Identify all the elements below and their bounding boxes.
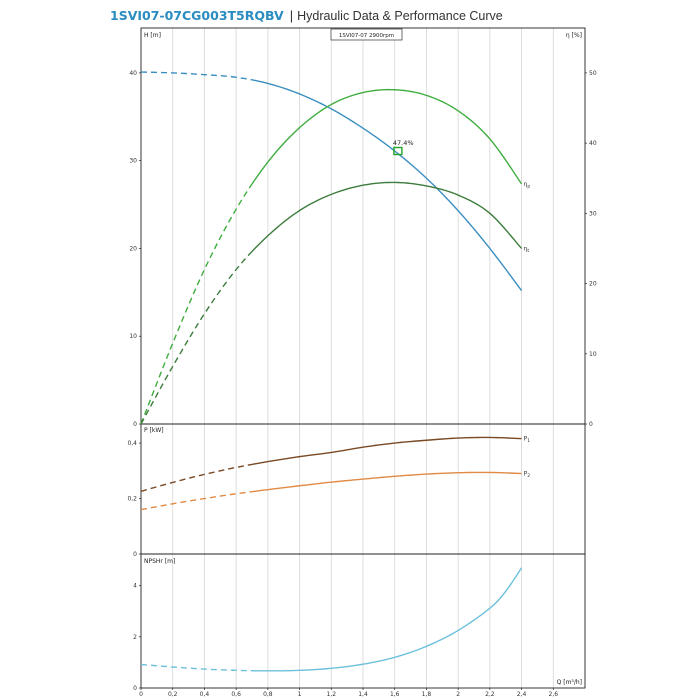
x-tick-label: 2,2 <box>485 691 495 698</box>
p2-curve-dashed <box>140 490 253 511</box>
y-tick-label-npsh: 4 <box>133 583 137 590</box>
x-tick-label: 1,8 <box>422 691 432 698</box>
y-tick-label-head: 40 <box>129 70 137 77</box>
y-axis-label-power: P [kW] <box>144 427 164 434</box>
y-axis-label-npsh: NPSHr [m] <box>144 558 175 565</box>
x-tick-label: 0,4 <box>200 691 210 698</box>
y-tick-label-power: 0 <box>133 551 137 558</box>
x-tick-label: 1,2 <box>327 691 337 698</box>
speed-label: 1SVI07-07 2900rpm <box>339 33 394 39</box>
bep-marker <box>393 146 403 156</box>
y-tick-label-power: 0,4 <box>127 440 137 447</box>
head-curve-dashed <box>140 71 253 81</box>
y-tick-label-eff: 50 <box>589 70 597 77</box>
y-tick-label-eff: 20 <box>589 281 597 288</box>
y-tick-label-eff: 10 <box>589 351 597 358</box>
x-tick-label: 2 <box>456 691 460 698</box>
y-tick-label-eff: 0 <box>589 421 593 428</box>
y-tick-label-eff: 30 <box>589 210 597 217</box>
total-efficiency-curve-label: ηt <box>524 245 530 254</box>
y-tick-label-head: 30 <box>129 158 137 165</box>
p1-curve-solid <box>251 436 522 466</box>
npsh-curve-dashed <box>140 663 253 672</box>
x-tick-label: 1 <box>298 691 302 698</box>
chart-header: 1SVI07-07CG003T5RQBV | Hydraulic Data & Pe… <box>110 7 503 25</box>
p2-curve-solid <box>251 471 522 493</box>
y-tick-label-eff: 40 <box>589 140 597 147</box>
p2-curve-label: P2 <box>524 471 531 480</box>
speed-label-box <box>330 28 403 41</box>
x-tick-label: 1,6 <box>390 691 400 698</box>
x-tick-label: 0,6 <box>231 691 241 698</box>
y-axis-label-head: H [m] <box>144 32 161 39</box>
y-tick-label-head: 20 <box>129 245 137 252</box>
header-separator: | <box>289 8 294 23</box>
pump-efficiency-curve-label: ηp <box>524 181 531 190</box>
x-axis-label: Q [m³/h] <box>557 679 582 686</box>
y-tick-label-head: 0 <box>133 421 137 428</box>
y-tick-label-head: 10 <box>129 333 137 340</box>
y-tick-label-npsh: 2 <box>133 634 137 641</box>
x-tick-label: 1,4 <box>358 691 368 698</box>
x-tick-label: 2,4 <box>517 691 527 698</box>
y-tick-label-npsh: 0 <box>133 685 137 692</box>
total-efficiency-curve-dashed <box>140 250 253 425</box>
chart-subtitle: Hydraulic Data & Performance Curve <box>297 9 503 23</box>
pump-efficiency-curve-dashed <box>140 183 253 425</box>
x-tick-label: 0,8 <box>263 691 273 698</box>
x-tick-label: 2,6 <box>549 691 559 698</box>
p1-curve-label: P1 <box>524 436 531 445</box>
x-tick-label: 0 <box>139 691 143 698</box>
head-curve-solid <box>251 79 523 291</box>
y-axis-label-eff: η [%] <box>566 32 582 39</box>
pump-efficiency-curve-solid <box>251 88 523 185</box>
model-code: 1SVI07-07CG003T5RQBV <box>110 8 284 23</box>
p1-curve-dashed <box>140 463 253 492</box>
total-efficiency-curve-solid <box>251 181 523 252</box>
npsh-curve-solid <box>251 567 523 672</box>
bep-label: 47.4% <box>393 139 414 147</box>
y-tick-label-power: 0,2 <box>127 496 137 503</box>
x-tick-label: 0,2 <box>168 691 178 698</box>
